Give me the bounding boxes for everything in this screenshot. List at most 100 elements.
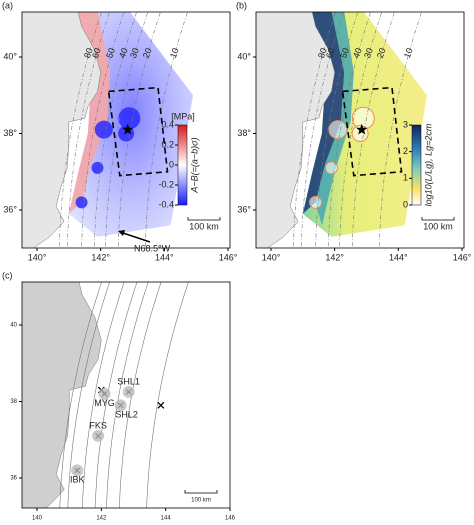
contour-label: 20 bbox=[375, 47, 388, 60]
y-tick-label: 38° bbox=[3, 128, 17, 138]
colorbar-tick-label: 3 bbox=[403, 119, 408, 129]
x-tick-label: 142° bbox=[91, 252, 110, 262]
rupture-box bbox=[107, 86, 169, 177]
depth-contour bbox=[146, 282, 189, 508]
depth-contour bbox=[378, 12, 422, 248]
depth-contour bbox=[300, 12, 344, 248]
colorbar-title: log10(L/Lg), Lg=2cm bbox=[423, 123, 433, 206]
contour-label: 10 bbox=[402, 47, 415, 60]
contour-label: 40 bbox=[351, 47, 364, 60]
land bbox=[256, 12, 335, 248]
depth-contour bbox=[339, 12, 383, 248]
station-label: FKS bbox=[89, 420, 107, 430]
depth-contour bbox=[105, 12, 149, 248]
depth-contour bbox=[293, 12, 336, 248]
colorbar-tick-label: 0 bbox=[403, 199, 408, 209]
colorbar-tick-label: 2 bbox=[403, 146, 408, 156]
colorbar-tick-label: -0.2 bbox=[158, 179, 174, 189]
depth-contour bbox=[82, 282, 125, 508]
colorbar-tick-label: 0.4 bbox=[161, 119, 174, 129]
y-tick-label: 40 bbox=[10, 323, 17, 329]
station-label: SHL1 bbox=[117, 376, 140, 386]
colorbar-unit: [MPa] bbox=[171, 111, 195, 121]
land bbox=[22, 12, 101, 248]
transition-band bbox=[315, 12, 354, 226]
contour-label: 60 bbox=[324, 47, 337, 60]
colorbar-tick-label: 0 bbox=[169, 159, 174, 169]
panel: MYG SHL1 SHL2 FKS IBK (c) 140 142 144 146 36 38 40 10… bbox=[2, 270, 236, 522]
colorbar bbox=[411, 124, 422, 206]
station-mark bbox=[101, 390, 108, 397]
y-tick-label: 40° bbox=[3, 51, 17, 61]
arrow-label: N68.5°W bbox=[134, 243, 171, 253]
station-label: IBK bbox=[70, 475, 85, 485]
station-label: SHL2 bbox=[115, 410, 138, 420]
x-tick-label: 146 bbox=[225, 516, 236, 522]
contour-label: 50 bbox=[338, 47, 351, 60]
depth-contour bbox=[328, 12, 371, 248]
station-mark bbox=[125, 389, 132, 395]
asperity bbox=[118, 107, 141, 130]
x-tick-label: 140 bbox=[32, 516, 43, 522]
depth-contour bbox=[315, 12, 359, 248]
direction-arrow bbox=[119, 231, 151, 243]
scale-label: 100 km bbox=[191, 498, 211, 504]
station-mark bbox=[95, 433, 101, 439]
scale-bar bbox=[187, 217, 221, 221]
colorbar-title: A−B(=(a−b)σ) bbox=[189, 137, 199, 193]
frame bbox=[255, 11, 465, 249]
rupture-box bbox=[341, 86, 403, 177]
scale-bar bbox=[421, 217, 455, 221]
depth-contour bbox=[66, 12, 110, 248]
x-tick-label: 140° bbox=[262, 252, 281, 262]
x-tick-label: 146° bbox=[453, 252, 472, 262]
depth-contour bbox=[119, 282, 162, 508]
asperity bbox=[309, 195, 323, 209]
x-tick-label: 140° bbox=[28, 252, 47, 262]
y-tick-label: 38 bbox=[10, 399, 17, 405]
y-tick-label: 38° bbox=[237, 128, 251, 138]
depth-contour bbox=[59, 12, 102, 248]
contour-label: 20 bbox=[141, 47, 154, 60]
epicenter bbox=[356, 123, 368, 135]
contour-label: 80 bbox=[82, 47, 95, 60]
x-tick-label: 144 bbox=[161, 516, 172, 522]
panel-label: (b) bbox=[236, 0, 247, 10]
depth-contour bbox=[67, 282, 110, 508]
station-mark bbox=[117, 402, 124, 409]
x-tick-label: 144° bbox=[155, 252, 174, 262]
depth-contour bbox=[59, 282, 102, 508]
contour-label: 40 bbox=[117, 47, 130, 60]
contour-label: 80 bbox=[316, 47, 329, 60]
x-tick-label: 146° bbox=[219, 252, 238, 262]
asperity bbox=[324, 161, 338, 175]
frame bbox=[21, 11, 231, 249]
x-tick-label: 142° bbox=[325, 252, 344, 262]
coastal-band bbox=[302, 12, 345, 214]
cross-mark bbox=[157, 401, 165, 409]
contour-label: 60 bbox=[90, 47, 103, 60]
colorbar-tick-label: 0.2 bbox=[161, 139, 174, 149]
land bbox=[22, 282, 102, 508]
depth-contour bbox=[81, 12, 125, 248]
panel-label: (c) bbox=[2, 270, 13, 280]
arrow-head bbox=[118, 230, 125, 236]
y-tick-label: 36 bbox=[10, 476, 17, 482]
depth-contour bbox=[106, 282, 149, 508]
panel-label: (a) bbox=[2, 0, 13, 10]
depth-contour bbox=[144, 12, 188, 248]
asperity bbox=[94, 120, 113, 139]
contour-label: 30 bbox=[128, 47, 141, 60]
y-tick-label: 40° bbox=[237, 51, 251, 61]
scale-bar bbox=[184, 490, 218, 494]
y-tick-label: 36° bbox=[237, 204, 251, 214]
contour-label: 10 bbox=[168, 47, 181, 60]
epicenter bbox=[122, 123, 134, 135]
frame bbox=[21, 281, 231, 509]
asperity bbox=[328, 120, 348, 140]
